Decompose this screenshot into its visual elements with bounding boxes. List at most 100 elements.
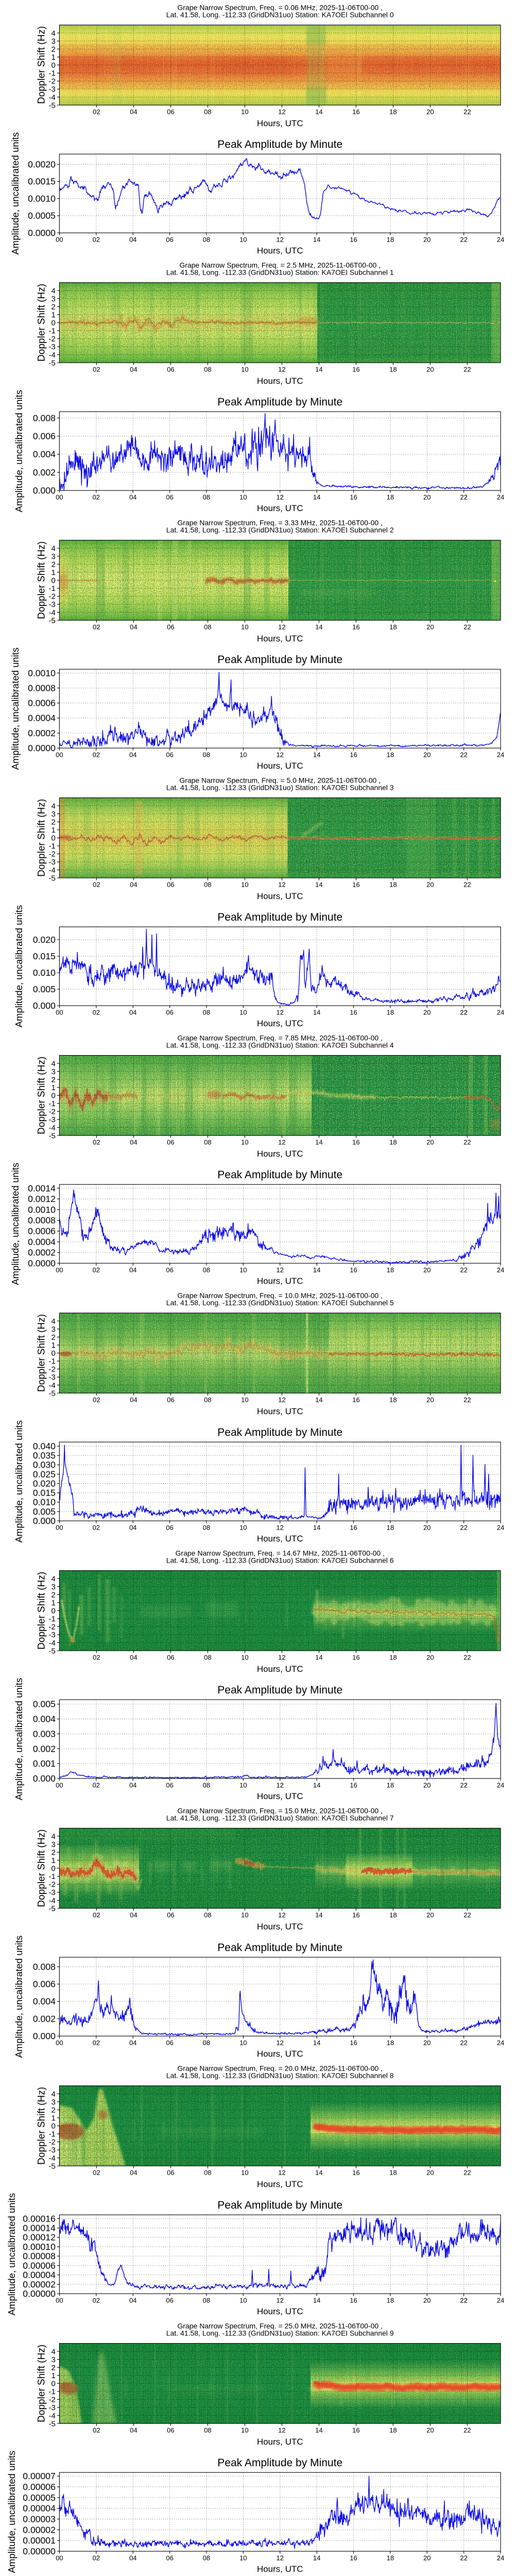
svg-text:Lat. 41.58, Long. -112.33 (Gr: Lat. 41.58, Long. -112.33 (GridDN31uo) S… [166,526,394,534]
svg-text:16: 16 [352,1396,359,1404]
svg-text:06: 06 [166,2554,173,2562]
svg-text:0.006: 0.006 [33,1979,56,1989]
svg-text:14: 14 [315,1654,322,1662]
svg-text:2: 2 [52,1591,56,1600]
svg-text:Grape Narrow Spectrum, Freq. =: Grape Narrow Spectrum, Freq. = 20.0 MHz,… [177,2064,383,2073]
svg-text:Hours, UTC: Hours, UTC [257,1406,303,1416]
svg-text:Amplitude, uncalibrated units: Amplitude, uncalibrated units [13,905,24,1028]
svg-text:04: 04 [129,1524,136,1532]
svg-text:08: 08 [204,1396,211,1404]
svg-text:0.0014: 0.0014 [28,1183,56,1193]
svg-text:14: 14 [313,751,320,759]
svg-text:-1: -1 [49,327,56,335]
svg-text:1: 1 [52,1856,56,1865]
svg-text:-2: -2 [49,1108,56,1116]
svg-text:20: 20 [423,236,431,244]
svg-text:18: 18 [387,2554,394,2562]
svg-text:24: 24 [497,236,504,244]
svg-text:3: 3 [52,552,56,561]
svg-text:22: 22 [464,1911,471,1919]
svg-text:-4: -4 [49,2154,56,2163]
svg-text:-3: -3 [49,858,56,867]
svg-text:16: 16 [352,366,359,374]
svg-text:3: 3 [52,1067,56,1076]
svg-text:-3: -3 [49,2403,56,2412]
svg-text:06: 06 [167,1911,174,1919]
svg-text:-2: -2 [49,77,56,86]
svg-text:08: 08 [204,1911,211,1919]
svg-text:-5: -5 [49,1904,56,1913]
svg-text:-4: -4 [49,1639,56,1648]
svg-text:0.008: 0.008 [33,1962,56,1972]
svg-text:12: 12 [278,2169,285,2177]
svg-text:02: 02 [93,2297,100,2304]
svg-text:04: 04 [130,1654,137,1662]
svg-text:20: 20 [426,623,434,631]
svg-text:Doppler Shift (Hz): Doppler Shift (Hz) [37,541,47,619]
svg-text:24: 24 [497,1266,504,1274]
svg-text:12: 12 [278,1139,285,1146]
svg-text:0.00000: 0.00000 [23,2289,56,2299]
svg-text:16: 16 [350,1009,357,1016]
svg-text:Lat. 41.58, Long. -112.33 (Gr: Lat. 41.58, Long. -112.33 (GridDN31uo) S… [166,1556,394,1565]
svg-text:0.0006: 0.0006 [28,1226,56,1236]
svg-text:-4: -4 [49,351,56,360]
svg-text:0.002: 0.002 [33,2013,56,2024]
svg-text:06: 06 [166,1782,173,1789]
svg-text:16: 16 [350,2039,357,2047]
svg-text:20: 20 [423,1524,431,1532]
svg-text:10: 10 [241,2169,248,2177]
svg-text:18: 18 [389,108,397,116]
svg-text:08: 08 [204,108,211,116]
svg-text:12: 12 [276,2297,283,2304]
svg-text:10: 10 [241,1396,248,1404]
svg-text:18: 18 [389,1139,397,1146]
svg-text:24: 24 [497,751,504,759]
svg-text:02: 02 [93,1009,100,1016]
svg-text:08: 08 [203,2297,210,2304]
svg-text:0.015: 0.015 [33,951,56,961]
svg-text:16: 16 [352,623,359,631]
svg-text:12: 12 [278,366,285,374]
svg-text:0: 0 [52,834,56,843]
svg-text:20: 20 [426,2427,434,2434]
svg-text:0.035: 0.035 [33,1450,56,1461]
svg-text:-3: -3 [49,1888,56,1897]
svg-text:12: 12 [278,881,285,889]
svg-text:-1: -1 [49,2387,56,2396]
svg-text:-3: -3 [49,600,56,609]
svg-text:Lat. 41.58, Long. -112.33 (Gr: Lat. 41.58, Long. -112.33 (GridDN31uo) S… [166,11,394,19]
svg-text:14: 14 [313,1009,320,1016]
svg-text:3: 3 [52,37,56,46]
svg-text:22: 22 [464,2427,471,2434]
svg-text:12: 12 [276,236,283,244]
svg-text:08: 08 [203,751,210,759]
svg-text:02: 02 [93,1524,100,1532]
svg-text:Grape Narrow Spectrum, Freq. =: Grape Narrow Spectrum, Freq. = 7.85 MHz,… [177,1034,383,1042]
svg-text:-5: -5 [49,874,56,883]
svg-text:Hours, UTC: Hours, UTC [257,503,303,513]
svg-text:1: 1 [52,1341,56,1350]
svg-text:Grape Narrow Spectrum, Freq. =: Grape Narrow Spectrum, Freq. = 10.0 MHz,… [177,1292,383,1300]
svg-text:12: 12 [276,494,283,501]
svg-text:22: 22 [460,1266,467,1274]
svg-text:0.0002: 0.0002 [28,1247,56,1258]
svg-text:12: 12 [276,1009,283,1016]
svg-text:18: 18 [389,366,397,374]
svg-text:22: 22 [464,1396,471,1404]
svg-text:12: 12 [276,2554,283,2562]
svg-text:20: 20 [423,2554,431,2562]
svg-text:0.001: 0.001 [33,1758,56,1769]
svg-text:2: 2 [52,303,56,312]
svg-text:Grape Narrow Spectrum, Freq. =: Grape Narrow Spectrum, Freq. = 25.0 MHz,… [177,2322,383,2330]
svg-text:-1: -1 [49,2130,56,2139]
svg-text:Hours, UTC: Hours, UTC [257,891,303,901]
svg-text:22: 22 [464,2169,471,2177]
svg-text:0.020: 0.020 [33,1479,56,1489]
svg-text:Grape Narrow Spectrum, Freq. =: Grape Narrow Spectrum, Freq. = 14.67 MHz… [176,1549,385,1557]
svg-text:10: 10 [239,236,247,244]
svg-text:-5: -5 [49,2419,56,2428]
svg-text:-4: -4 [49,1896,56,1905]
svg-text:Amplitude, uncalibrated units: Amplitude, uncalibrated units [10,1163,21,1285]
svg-text:06: 06 [167,108,174,116]
